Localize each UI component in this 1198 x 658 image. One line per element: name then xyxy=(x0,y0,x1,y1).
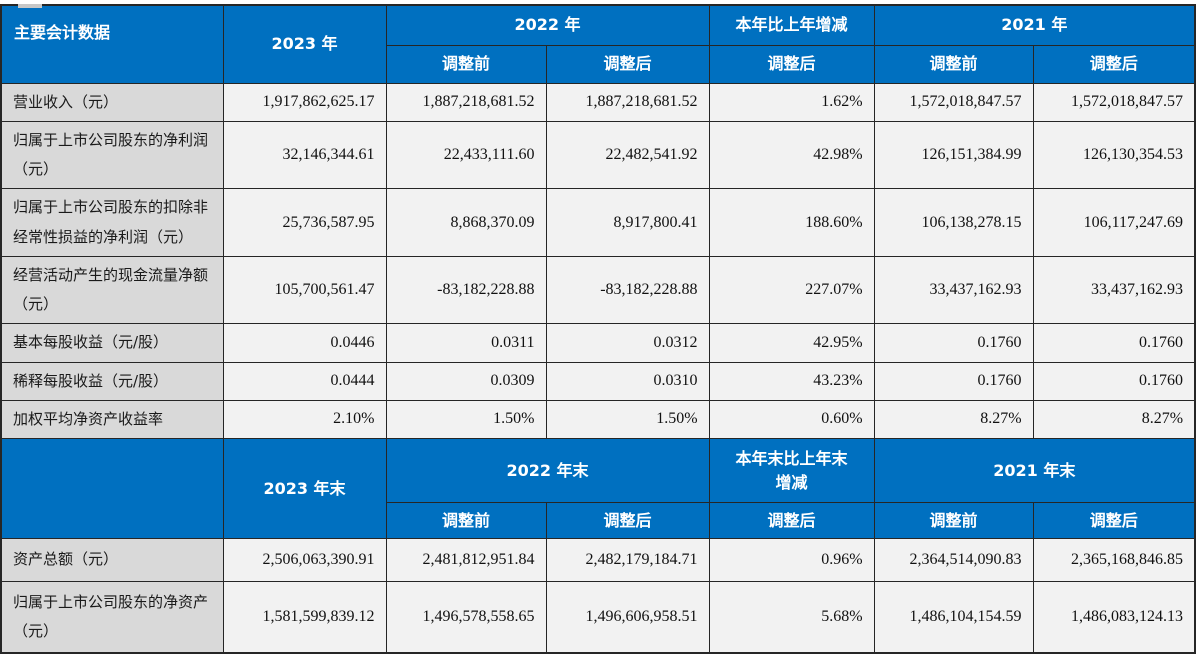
value-2023: 2,506,063,390.91 xyxy=(222,538,387,582)
subheader-2021-before: 调整前 xyxy=(873,44,1034,84)
value-2021-before: 8.27% xyxy=(873,399,1034,440)
value-2022-before: -83,182,228.88 xyxy=(385,255,547,325)
table-row: 加权平均净资产收益率 2.10% 1.50% 1.50% 0.60% 8.27%… xyxy=(0,399,1196,440)
table-row: 归属于上市公司股东的扣除非经常性损益的净利润（元） 25,736,587.95 … xyxy=(0,188,1196,257)
section1-header-sub-row: 调整前 调整后 调整后 调整前 调整后 xyxy=(1,44,1196,84)
table-row: 营业收入（元） 1,917,862,625.17 1,887,218,681.5… xyxy=(0,82,1196,122)
value-change: 227.07% xyxy=(708,255,875,325)
table-row: 稀释每股收益（元/股） 0.0444 0.0309 0.0310 43.23% … xyxy=(0,361,1196,401)
value-2021-before: 0.1760 xyxy=(873,323,1034,363)
subheader-2021end-before: 调整前 xyxy=(873,502,1034,539)
value-2023: 1,581,599,839.12 xyxy=(222,581,387,653)
row-label: 经营活动产生的现金流量净额（元） xyxy=(0,255,224,325)
value-2022-before: 0.0311 xyxy=(385,323,547,363)
value-2021-after: 2,365,168,846.85 xyxy=(1032,538,1196,582)
col-header-2022-end: 2022 年末 xyxy=(385,438,710,503)
value-2022-after: 1.50% xyxy=(545,399,710,440)
financial-data-table: 主要会计数据 2023 年 2022 年 本年比上年增减 2021 年 调整前 … xyxy=(0,4,1197,654)
value-2021-after: 106,117,247.69 xyxy=(1032,188,1196,257)
subheader-2022-after: 调整后 xyxy=(545,44,710,84)
subheader-2021end-after: 调整后 xyxy=(1032,502,1196,539)
row-label: 归属于上市公司股东的扣除非经常性损益的净利润（元） xyxy=(0,188,224,257)
value-2021-after: 0.1760 xyxy=(1032,323,1196,363)
table-row: 基本每股收益（元/股） 0.0446 0.0311 0.0312 42.95% … xyxy=(0,323,1196,363)
row-label: 营业收入（元） xyxy=(0,82,224,122)
value-2022-before: 1,496,578,558.65 xyxy=(385,581,547,653)
value-2022-before: 22,433,111.60 xyxy=(385,120,547,190)
value-2021-before: 106,138,278.15 xyxy=(873,188,1034,257)
value-2023: 32,146,344.61 xyxy=(222,120,387,190)
value-2022-after: 1,496,606,958.51 xyxy=(545,581,710,653)
value-change: 43.23% xyxy=(708,361,875,401)
value-2021-before: 1,486,104,154.59 xyxy=(873,581,1034,653)
value-change: 0.60% xyxy=(708,399,875,440)
table-title: 主要会计数据 xyxy=(0,4,224,84)
value-2022-after: 22,482,541.92 xyxy=(545,120,710,190)
value-2021-after: 126,130,354.53 xyxy=(1032,120,1196,190)
subheader-2022end-before: 调整前 xyxy=(385,502,547,539)
value-2022-after: 8,917,800.41 xyxy=(545,188,710,257)
value-2022-after: 0.0310 xyxy=(545,361,710,401)
row-label: 稀释每股收益（元/股） xyxy=(0,361,224,401)
col-header-2021-end: 2021 年末 xyxy=(873,438,1196,503)
col-header-yearend-change: 本年末比上年末增减 xyxy=(708,438,875,503)
value-2023: 1,917,862,625.17 xyxy=(222,82,387,122)
subheader-2022end-after: 调整后 xyxy=(545,502,710,539)
row-label: 资产总额（元） xyxy=(0,538,224,582)
value-2022-after: 1,887,218,681.52 xyxy=(545,82,710,122)
value-2021-after: 1,572,018,847.57 xyxy=(1032,82,1196,122)
value-change: 5.68% xyxy=(708,581,875,653)
section2-header-sub-row: 调整前 调整后 调整后 调整前 调整后 xyxy=(1,502,1196,539)
value-2022-before: 1.50% xyxy=(385,399,547,440)
value-2021-before: 0.1760 xyxy=(873,361,1034,401)
table-row: 经营活动产生的现金流量净额（元） 105,700,561.47 -83,182,… xyxy=(0,255,1196,325)
table-row: 归属于上市公司股东的净利润（元） 32,146,344.61 22,433,11… xyxy=(0,120,1196,190)
col-header-yoy-change: 本年比上年增减 xyxy=(708,4,875,46)
value-2023: 2.10% xyxy=(222,399,387,440)
value-2021-after: 33,437,162.93 xyxy=(1032,255,1196,325)
value-2022-before: 0.0309 xyxy=(385,361,547,401)
col-header-2021: 2021 年 xyxy=(873,4,1196,46)
value-change: 0.96% xyxy=(708,538,875,582)
value-change: 1.62% xyxy=(708,82,875,122)
col-header-2023-end: 2023 年末 xyxy=(222,438,387,539)
section2-corner-blank xyxy=(0,438,224,539)
value-2021-before: 33,437,162.93 xyxy=(873,255,1034,325)
value-2021-after: 1,486,083,124.13 xyxy=(1032,581,1196,653)
subheader-2022-before: 调整前 xyxy=(385,44,547,84)
value-change: 188.60% xyxy=(708,188,875,257)
table-row: 归属于上市公司股东的净资产（元） 1,581,599,839.12 1,496,… xyxy=(0,581,1196,653)
section2-header-group-row: 2023 年末 2022 年末 本年末比上年末增减 2021 年末 xyxy=(0,438,1196,539)
value-2022-after: 0.0312 xyxy=(545,323,710,363)
col-header-2022: 2022 年 xyxy=(385,4,710,46)
value-2022-before: 1,887,218,681.52 xyxy=(385,82,547,122)
value-2023: 0.0444 xyxy=(222,361,387,401)
row-label: 归属于上市公司股东的净资产（元） xyxy=(0,581,224,653)
value-2022-after: -83,182,228.88 xyxy=(545,255,710,325)
value-2021-before: 126,151,384.99 xyxy=(873,120,1034,190)
value-2021-before: 1,572,018,847.57 xyxy=(873,82,1034,122)
value-2022-after: 2,482,179,184.71 xyxy=(545,538,710,582)
value-2022-before: 2,481,812,951.84 xyxy=(385,538,547,582)
cropped-edge-artifact xyxy=(18,4,42,8)
value-2021-after: 8.27% xyxy=(1032,399,1196,440)
row-label: 归属于上市公司股东的净利润（元） xyxy=(0,120,224,190)
subheader-change-after: 调整后 xyxy=(708,502,875,539)
value-2023: 25,736,587.95 xyxy=(222,188,387,257)
row-label: 加权平均净资产收益率 xyxy=(0,399,224,440)
subheader-change-after: 调整后 xyxy=(708,44,875,84)
value-change: 42.95% xyxy=(708,323,875,363)
value-2022-before: 8,868,370.09 xyxy=(385,188,547,257)
table-row: 资产总额（元） 2,506,063,390.91 2,481,812,951.8… xyxy=(0,538,1196,582)
row-label: 基本每股收益（元/股） xyxy=(0,323,224,363)
subheader-2021-after: 调整后 xyxy=(1032,44,1196,84)
col-header-2023: 2023 年 xyxy=(222,4,387,84)
value-2023: 105,700,561.47 xyxy=(222,255,387,325)
value-change: 42.98% xyxy=(708,120,875,190)
section1-header-group-row: 主要会计数据 2023 年 2022 年 本年比上年增减 2021 年 xyxy=(0,4,1196,84)
value-2021-after: 0.1760 xyxy=(1032,361,1196,401)
value-2021-before: 2,364,514,090.83 xyxy=(873,538,1034,582)
value-2023: 0.0446 xyxy=(222,323,387,363)
